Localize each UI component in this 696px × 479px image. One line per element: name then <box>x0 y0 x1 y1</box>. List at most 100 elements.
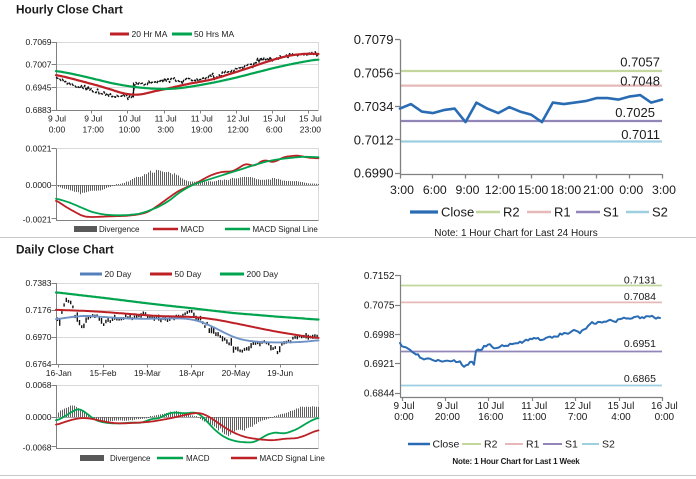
svg-text:R1: R1 <box>526 439 540 451</box>
svg-text:20 Day: 20 Day <box>105 269 133 279</box>
svg-text:18-Apr: 18-Apr <box>179 368 205 378</box>
svg-text:15-Feb: 15-Feb <box>90 368 117 378</box>
svg-text:10 Jul: 10 Jul <box>477 401 504 412</box>
svg-text:0.0021: 0.0021 <box>26 144 52 154</box>
svg-text:MACD: MACD <box>181 225 205 234</box>
svg-text:15:00: 15:00 <box>518 183 549 197</box>
svg-text:50 Day: 50 Day <box>175 269 203 279</box>
svg-text:0.6998: 0.6998 <box>364 330 395 341</box>
svg-text:0.7152: 0.7152 <box>364 271 395 282</box>
svg-text:0:00: 0:00 <box>49 124 66 134</box>
svg-text:0.6951: 0.6951 <box>624 338 656 350</box>
svg-text:Divergence: Divergence <box>110 454 151 463</box>
svg-text:0.7056: 0.7056 <box>354 66 394 81</box>
svg-text:0.7034: 0.7034 <box>354 99 394 114</box>
svg-text:11 Jul: 11 Jul <box>521 401 547 412</box>
svg-text:0:00: 0:00 <box>619 183 643 197</box>
svg-text:0.7057: 0.7057 <box>620 55 660 70</box>
svg-text:R2: R2 <box>484 439 498 451</box>
svg-text:-0.0021: -0.0021 <box>23 215 52 225</box>
svg-text:17:00: 17:00 <box>83 124 105 134</box>
svg-text:S1: S1 <box>565 439 578 451</box>
svg-text:Note: 1 Hour Chart for Last 24: Note: 1 Hour Chart for Last 24 Hours <box>434 228 597 239</box>
svg-text:0.6970: 0.6970 <box>26 332 52 342</box>
svg-text:-0.0068: -0.0068 <box>23 443 52 453</box>
svg-text:S2: S2 <box>602 439 615 451</box>
svg-text:0.7084: 0.7084 <box>624 291 656 303</box>
svg-text:9:00: 9:00 <box>456 183 480 197</box>
svg-text:9 Jul: 9 Jul <box>437 401 458 412</box>
svg-text:15 Jul: 15 Jul <box>299 113 322 123</box>
svg-text:10 Jul: 10 Jul <box>118 113 141 123</box>
svg-text:0.6883: 0.6883 <box>26 105 52 115</box>
svg-text:11 Jul: 11 Jul <box>155 113 177 123</box>
svg-text:16 Jul: 16 Jul <box>651 401 678 412</box>
svg-text:0:00: 0:00 <box>655 412 675 423</box>
svg-text:12 Jul: 12 Jul <box>227 113 250 123</box>
svg-text:3:00: 3:00 <box>157 124 174 134</box>
svg-text:0.6844: 0.6844 <box>364 389 395 400</box>
svg-text:12:00: 12:00 <box>227 124 249 134</box>
svg-text:0.7007: 0.7007 <box>26 60 52 70</box>
svg-text:19-Mar: 19-Mar <box>134 368 161 378</box>
svg-text:200 Day: 200 Day <box>247 269 279 279</box>
svg-text:Divergence: Divergence <box>99 225 140 234</box>
svg-text:6:00: 6:00 <box>423 183 447 197</box>
svg-text:MACD Signal Line: MACD Signal Line <box>253 225 319 234</box>
svg-text:0.7176: 0.7176 <box>26 305 52 315</box>
svg-text:S2: S2 <box>652 205 668 220</box>
svg-text:6:00: 6:00 <box>266 124 283 134</box>
svg-text:21:00: 21:00 <box>583 183 614 197</box>
svg-text:0.7131: 0.7131 <box>624 274 656 286</box>
svg-text:50 Hrs MA: 50 Hrs MA <box>194 29 234 39</box>
svg-text:0.6865: 0.6865 <box>624 373 656 385</box>
svg-text:9 Jul: 9 Jul <box>84 113 102 123</box>
svg-text:0.7025: 0.7025 <box>615 105 655 120</box>
svg-text:R1: R1 <box>554 205 571 220</box>
svg-text:0.0000: 0.0000 <box>26 412 52 422</box>
svg-text:9 Jul: 9 Jul <box>393 401 414 412</box>
svg-text:20:00: 20:00 <box>435 412 460 423</box>
svg-text:16-Jan: 16-Jan <box>46 368 72 378</box>
svg-text:S1: S1 <box>603 205 619 220</box>
svg-text:0.7048: 0.7048 <box>620 73 660 88</box>
svg-text:Daily Close Chart: Daily Close Chart <box>16 243 114 257</box>
svg-text:0.7011: 0.7011 <box>621 127 660 142</box>
svg-text:0:00: 0:00 <box>394 412 414 423</box>
svg-text:3:00: 3:00 <box>652 183 676 197</box>
svg-text:0.6764: 0.6764 <box>26 359 52 369</box>
svg-text:MACD Signal Line: MACD Signal Line <box>260 454 326 463</box>
svg-text:12 Jul: 12 Jul <box>564 401 591 412</box>
svg-text:19-Jun: 19-Jun <box>267 368 293 378</box>
svg-text:7:00: 7:00 <box>568 412 588 423</box>
svg-text:0.6921: 0.6921 <box>364 359 395 370</box>
svg-text:R2: R2 <box>503 205 520 220</box>
svg-text:12:00: 12:00 <box>485 183 516 197</box>
svg-text:Hourly Close Chart: Hourly Close Chart <box>16 3 123 17</box>
svg-text:9 Jul: 9 Jul <box>48 113 66 123</box>
svg-text:0.6945: 0.6945 <box>26 82 52 92</box>
svg-text:0.7079: 0.7079 <box>354 32 394 47</box>
svg-text:20 Hr MA: 20 Hr MA <box>132 29 168 39</box>
svg-text:11:00: 11:00 <box>522 412 547 423</box>
svg-text:MACD: MACD <box>186 454 210 463</box>
svg-text:0.7383: 0.7383 <box>26 278 52 288</box>
svg-text:0.0068: 0.0068 <box>26 380 52 390</box>
svg-text:0.6990: 0.6990 <box>354 166 394 181</box>
svg-text:18:00: 18:00 <box>550 183 581 197</box>
svg-text:20-May: 20-May <box>222 368 251 378</box>
svg-text:3:00: 3:00 <box>390 183 414 197</box>
svg-text:Close: Close <box>433 439 460 451</box>
svg-text:Note: 1 Hour Chart for Last 1: Note: 1 Hour Chart for Last 1 Week <box>452 457 580 466</box>
svg-text:0.7012: 0.7012 <box>354 132 394 147</box>
svg-text:10:00: 10:00 <box>119 124 141 134</box>
svg-text:0.7075: 0.7075 <box>364 301 395 312</box>
svg-text:19:00: 19:00 <box>191 124 213 134</box>
svg-text:4:00: 4:00 <box>611 412 631 423</box>
svg-text:Close: Close <box>441 205 474 220</box>
svg-text:11 Jul: 11 Jul <box>191 113 213 123</box>
svg-text:0.7069: 0.7069 <box>26 37 52 47</box>
svg-text:16:00: 16:00 <box>478 412 503 423</box>
svg-text:0.0000: 0.0000 <box>26 180 52 190</box>
svg-text:15 Jul: 15 Jul <box>263 113 286 123</box>
